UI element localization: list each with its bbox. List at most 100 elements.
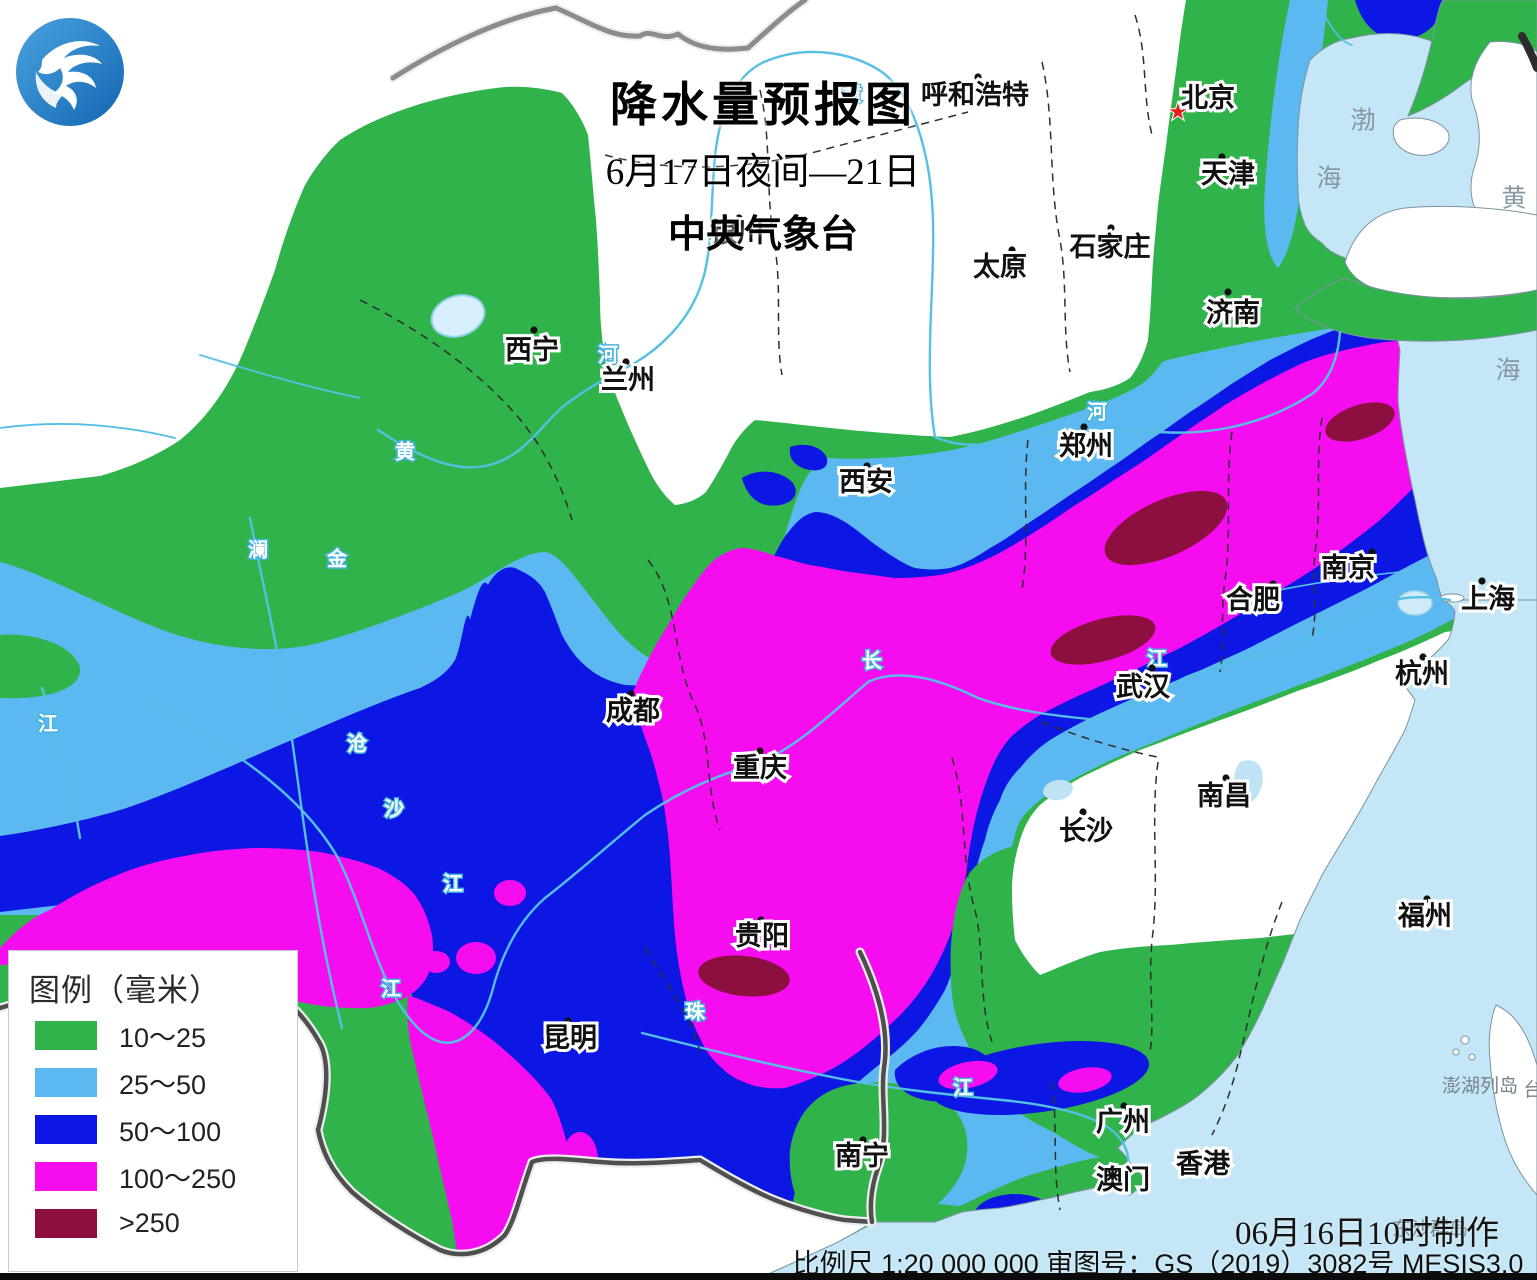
river-name-label: 江 [38, 712, 58, 735]
city-dot [863, 462, 871, 470]
city-label: 武汉 [1116, 672, 1171, 702]
city-label: 福州 [1397, 901, 1452, 931]
river-name-label: 黄 [395, 439, 415, 463]
bottom-black-bar [0, 1273, 1537, 1280]
river-name-label: 澜 [248, 538, 268, 561]
city-label: 香港 [1176, 1149, 1231, 1179]
capital-star-icon: ★ [1168, 99, 1188, 124]
city-label: 长沙 [1059, 816, 1113, 846]
legend-label: 50～100 [119, 1117, 222, 1147]
city-label: 济南 [1206, 298, 1260, 328]
city-label: 南京 [1321, 552, 1375, 583]
sea-landmasses [1294, 0, 1537, 1196]
legend-label: 100～250 [119, 1164, 237, 1194]
city-dot [1218, 153, 1226, 161]
city-dot [1423, 895, 1431, 903]
sea-name-label: 海 [1495, 357, 1520, 385]
legend-label: 10～25 [119, 1023, 207, 1053]
forecast-period: 6月17日夜间—21日 [605, 152, 921, 193]
legend-label: >250 [119, 1208, 180, 1238]
city-dot [1368, 548, 1376, 556]
city-dot [756, 747, 764, 755]
river-name-label: 河 [598, 343, 618, 366]
city-label: 郑州 [1059, 431, 1113, 461]
city-dot [1079, 808, 1087, 816]
city-label: 澳门 [1096, 1165, 1150, 1195]
city-label: 西宁 [505, 334, 559, 365]
map-title: 降水量预报图 [610, 80, 916, 132]
city-dot [530, 326, 538, 334]
city-label: 太原 [973, 252, 1027, 282]
city-dot [1222, 774, 1230, 782]
river-name-label: 江 [381, 977, 401, 1000]
river-name-label: 沙 [384, 797, 404, 820]
city-label: 西安 [839, 467, 893, 497]
city-label: 石家庄 [1069, 231, 1151, 262]
legend-item: 100～250 [35, 1153, 297, 1200]
city-label: 广州 [1096, 1107, 1150, 1137]
river-name-label: 珠 [685, 1000, 706, 1023]
issue-time-label: 06月16日10时制作 [1235, 1216, 1499, 1252]
legend-item: >250 [35, 1200, 297, 1247]
rivers [0, 0, 1452, 1168]
city-dot [622, 358, 630, 366]
legend-swatch-2 [35, 1115, 97, 1144]
city-label: 兰州 [601, 365, 655, 395]
legend-item: 10～25 [35, 1012, 297, 1059]
agency-name: 中央气象台 [667, 214, 858, 256]
city-label: 北京 [1181, 82, 1235, 113]
region-name-label: 澎湖列岛 [1442, 1075, 1518, 1097]
city-dot [757, 916, 765, 924]
city-label: 杭州 [1395, 658, 1449, 689]
city-label: 南昌 [1197, 781, 1251, 811]
city-dot [1080, 423, 1088, 431]
region-name-label: 台 [1523, 1079, 1537, 1101]
city-label: 上海 [1461, 584, 1515, 614]
city-label: 合肥 [1226, 584, 1280, 615]
river-name-label: 江 [443, 872, 463, 895]
river-name-label: 长 [862, 649, 883, 672]
river-name-label: 河 [1087, 400, 1107, 423]
city-dot [735, 214, 743, 222]
river-name-label: 金 [326, 546, 348, 570]
title-block: 降水量预报图 6月17日夜间—21日 中央气象台 [606, 66, 921, 258]
legend-rows: 10～25 25～50 50～100 100～250 >250 [9, 1012, 297, 1247]
river-name-label: 沧 [347, 731, 367, 755]
legend-item: 50～100 [35, 1106, 297, 1153]
city-label: 重庆 [733, 752, 787, 783]
sea-name-label: 渤 [1350, 107, 1375, 135]
legend-box: 图例（毫米） 10～25 25～50 50～100 100～250 >250 [8, 950, 298, 1272]
city-label: 天津 [1201, 159, 1255, 189]
city-dot [1419, 653, 1427, 661]
region-name-label: 东沙群岛 [1392, 1218, 1468, 1240]
city-label: 呼和浩特 [921, 80, 1029, 110]
legend-swatch-4 [35, 1209, 97, 1238]
legend-label: 25～50 [119, 1070, 207, 1100]
legend-title: 图例（毫米） [29, 973, 221, 1008]
city-dot [627, 690, 635, 698]
river-name-label: 江 [953, 1076, 973, 1099]
city-label: 南宁 [835, 1140, 889, 1171]
sea-name-label: 黄 [1501, 185, 1526, 213]
city-dot [974, 73, 982, 81]
province-borders [359, 14, 1323, 1211]
city-label: 银川 [710, 218, 764, 248]
city-label: 昆明 [543, 1023, 597, 1053]
city-dot [1478, 577, 1486, 585]
city-dot [1120, 1102, 1128, 1110]
city-label: 贵阳 [735, 921, 789, 951]
sea-name-label: 海 [1316, 165, 1341, 193]
city-dot [1269, 580, 1277, 588]
legend-swatch-1 [35, 1068, 97, 1097]
city-dot [564, 1017, 572, 1025]
city-dot [859, 1136, 867, 1144]
river-name-label: 黄 [842, 81, 862, 105]
legend-item: 25～50 [35, 1059, 297, 1106]
city-label: 成都 [606, 696, 660, 726]
city-dot [1148, 664, 1156, 672]
city-dot [1224, 288, 1232, 296]
